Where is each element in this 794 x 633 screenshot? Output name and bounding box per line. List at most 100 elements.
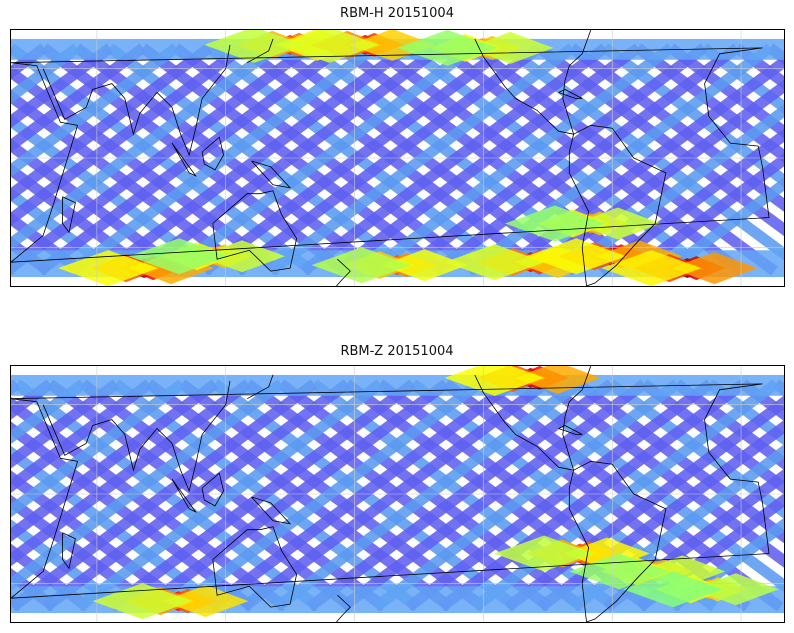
panel-title: RBM-H 20151004: [340, 6, 454, 21]
brightness-patch: [444, 244, 545, 281]
orbit-track: [267, 43, 576, 276]
orbit-track: [306, 379, 615, 612]
coastlines: [11, 30, 770, 286]
orbit-track: [11, 43, 114, 129]
orbit-track: [663, 177, 784, 276]
coastline: [251, 496, 292, 525]
brightness-patch: [514, 366, 601, 394]
brightness-patch: [639, 555, 726, 588]
orbit-track: [11, 43, 147, 153]
brightness-patch: [622, 571, 723, 608]
brightness-patch: [601, 250, 702, 286]
orbit-track: [630, 152, 784, 276]
coastline: [335, 594, 351, 622]
orbit-track: [11, 43, 213, 202]
orbit-track: [102, 43, 411, 276]
orbit-track: [11, 379, 252, 567]
orbit-track: [11, 379, 318, 612]
orbit-track: [471, 379, 780, 612]
orbit-track: [201, 43, 510, 276]
coastlines: [11, 366, 770, 622]
brightness-patch: [162, 585, 249, 618]
coastline: [171, 142, 197, 177]
map-frame: [10, 29, 785, 287]
brightness-patch: [58, 250, 159, 286]
orbit-track: [11, 379, 285, 591]
coastline: [474, 30, 592, 135]
orbit-track: [339, 379, 648, 612]
panel-title: RBM-Z 20151004: [340, 344, 454, 359]
orbit-track: [333, 43, 642, 276]
orbit-track: [207, 379, 516, 612]
orbit-track: [174, 379, 483, 612]
orbit-track: [11, 43, 312, 275]
brightness-patch: [92, 583, 193, 620]
orbit-track: [11, 43, 246, 226]
orbit-track: [669, 517, 784, 612]
coastline: [474, 366, 592, 471]
orbit-track: [36, 43, 345, 276]
coastline: [42, 44, 231, 157]
coastline: [247, 374, 274, 400]
orbit-track: [141, 379, 450, 612]
orbit-track: [11, 43, 81, 104]
orbit-track: [42, 379, 351, 612]
brightness-patch: [569, 553, 670, 590]
orbit-track: [69, 43, 378, 276]
swath-map: [11, 30, 784, 286]
brightness-patch: [494, 535, 595, 572]
orbit-track: [11, 379, 186, 518]
brightness-patch: [564, 537, 651, 570]
brightness-patch: [349, 30, 436, 61]
orbit-track: [75, 379, 384, 612]
coastline: [568, 124, 667, 286]
orbit-track: [405, 379, 714, 612]
brightness-patch: [444, 366, 545, 396]
coastline: [335, 258, 351, 286]
orbit-track: [300, 43, 609, 276]
orbit-track: [372, 379, 681, 612]
coastline: [558, 89, 583, 99]
coastline: [62, 196, 76, 234]
orbit-track: [597, 128, 784, 276]
orbit-track: [366, 43, 675, 276]
brightness-patch: [692, 573, 779, 606]
coastline: [11, 47, 770, 263]
orbit-track: [11, 379, 120, 469]
coastline: [62, 532, 76, 570]
gridlines: [11, 366, 784, 622]
orbit-track: [11, 43, 279, 251]
brightness-patch: [504, 205, 605, 242]
orbit-track: [11, 379, 153, 493]
coastline: [212, 190, 298, 272]
orbit-track: [465, 43, 774, 276]
orbit-track: [399, 43, 708, 276]
coastline: [212, 526, 298, 608]
orbit-track: [11, 379, 219, 542]
brightness-patch: [467, 31, 554, 64]
orbit-track: [108, 379, 417, 612]
swath-tracks: [11, 366, 784, 620]
orbit-track: [135, 43, 444, 276]
coastline: [201, 472, 225, 507]
brightness-patch: [574, 207, 661, 240]
coastline: [171, 478, 197, 513]
coastline: [11, 383, 770, 599]
coastline: [42, 380, 231, 493]
coastline: [251, 160, 292, 189]
orbit-track: [504, 395, 784, 612]
high-latitude-band: [11, 374, 784, 396]
orbit-track: [168, 43, 477, 276]
brightness-patch: [204, 30, 305, 63]
coastline: [247, 38, 274, 64]
orbit-track: [273, 379, 582, 612]
map-frame: [10, 365, 785, 623]
brightness-patch: [397, 30, 498, 66]
swath-map: [11, 366, 784, 622]
coastline: [201, 136, 225, 171]
orbit-track: [11, 43, 180, 177]
orbit-track: [234, 43, 543, 276]
orbit-track: [11, 379, 87, 445]
coastline: [558, 425, 583, 435]
gridlines: [11, 30, 784, 286]
